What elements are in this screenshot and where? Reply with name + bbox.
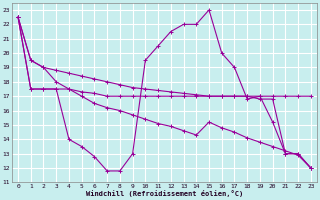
X-axis label: Windchill (Refroidissement éolien,°C): Windchill (Refroidissement éolien,°C)	[86, 190, 243, 197]
